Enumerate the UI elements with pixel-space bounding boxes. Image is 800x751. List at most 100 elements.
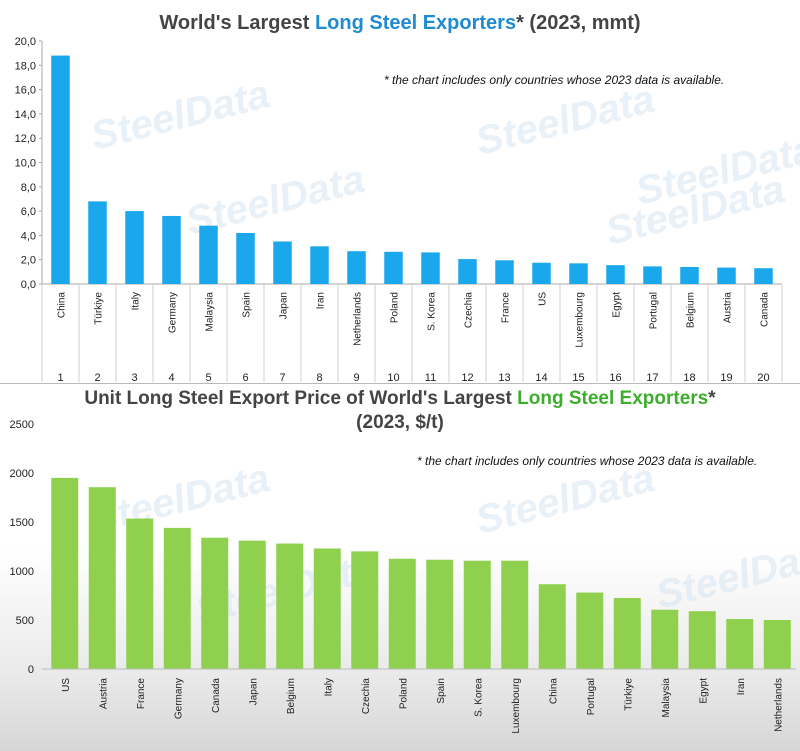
rank-label: 6 — [242, 372, 248, 384]
watermark: SteelData — [652, 531, 800, 618]
bar — [495, 260, 514, 284]
x-tick-label: Luxembourg — [575, 292, 586, 348]
bottom-chart-title-line2: (2023, $/t) — [356, 412, 444, 433]
bar — [126, 518, 154, 669]
x-tick-label: Japan — [279, 292, 290, 319]
y-tick-label: 0,0 — [21, 279, 36, 291]
bar — [51, 55, 70, 284]
top-chart-panel: World's Largest Long Steel Exporters* (2… — [14, 12, 800, 384]
bar — [313, 548, 341, 669]
x-tick-label: Egypt — [612, 292, 623, 318]
rank-label: 3 — [131, 372, 137, 384]
x-tick-label: S. Korea — [473, 678, 484, 717]
y-tick-label: 2,0 — [21, 255, 36, 267]
bar — [388, 558, 416, 669]
x-tick-label: Netherlands — [353, 292, 364, 346]
bar — [501, 560, 529, 669]
bar — [726, 619, 754, 669]
bar — [606, 265, 625, 284]
x-tick-label: Egypt — [698, 678, 709, 704]
rank-label: 8 — [316, 372, 322, 384]
x-tick-label: Luxembourg — [511, 678, 522, 734]
top-chart-note: * the chart includes only countries whos… — [384, 73, 725, 87]
x-tick-label: Belgium — [686, 292, 697, 328]
y-tick-label: 10,0 — [15, 158, 36, 170]
y-tick-label: 12,0 — [15, 133, 36, 145]
bar — [88, 487, 116, 669]
y-tick-label: 2500 — [10, 419, 34, 431]
x-tick-label: Türkiye — [94, 292, 105, 325]
bar — [569, 263, 588, 284]
x-tick-label: Belgium — [286, 678, 297, 714]
x-tick-label: Japan — [248, 678, 259, 705]
rank-label: 18 — [683, 372, 695, 384]
y-tick-label: 16,0 — [15, 85, 36, 97]
bar — [688, 611, 716, 669]
bar — [201, 537, 229, 669]
rank-label: 1 — [57, 372, 63, 384]
bar — [125, 211, 144, 284]
bar — [717, 267, 736, 284]
rank-label: 16 — [609, 372, 621, 384]
x-tick-label: Czechia — [464, 292, 475, 329]
bar — [351, 551, 379, 669]
bottom-chart-panel: Unit Long Steel Export Price of World's … — [0, 384, 800, 751]
x-tick-label: Poland — [398, 678, 409, 709]
bottom-chart-title: Unit Long Steel Export Price of World's … — [84, 388, 716, 409]
bar — [651, 609, 679, 669]
x-tick-label: China — [57, 292, 68, 319]
rank-label: 9 — [353, 372, 359, 384]
rank-label: 17 — [646, 372, 658, 384]
bottom-chart-note: * the chart includes only countries whos… — [417, 454, 758, 468]
y-tick-label: 18,0 — [15, 60, 36, 72]
x-tick-label: S. Korea — [427, 292, 438, 331]
bar — [426, 559, 454, 669]
bar — [680, 266, 699, 284]
x-tick-label: Austria — [98, 678, 109, 710]
rank-label: 11 — [425, 372, 436, 384]
y-tick-label: 8,0 — [21, 182, 36, 194]
bar — [238, 540, 266, 669]
bar — [643, 266, 662, 284]
x-tick-label: Iran — [316, 292, 327, 309]
bar — [458, 259, 477, 284]
bar — [199, 225, 218, 284]
x-tick-label: Italy — [131, 292, 142, 310]
y-tick-label: 500 — [16, 615, 34, 627]
rank-label: 5 — [205, 372, 211, 384]
x-tick-label: Germany — [168, 292, 179, 333]
bar — [384, 251, 403, 284]
x-tick-label: Czechia — [361, 678, 372, 715]
y-tick-label: 6,0 — [21, 206, 36, 218]
x-tick-label: Portugal — [649, 292, 660, 329]
x-tick-label: China — [548, 678, 559, 705]
x-tick-label: US — [61, 678, 72, 692]
bar — [273, 241, 292, 284]
x-tick-label: Spain — [242, 292, 253, 318]
y-tick-label: 4,0 — [21, 230, 36, 242]
x-tick-label: Malaysia — [205, 292, 216, 332]
y-tick-label: 20,0 — [15, 36, 36, 48]
x-tick-label: Italy — [323, 678, 334, 696]
x-tick-label: France — [136, 678, 147, 710]
bar — [310, 246, 329, 284]
y-tick-label: 1000 — [10, 566, 34, 578]
bar — [463, 560, 491, 669]
x-tick-label: Canada — [211, 678, 222, 713]
watermark: SteelData — [472, 77, 660, 164]
y-tick-label: 1500 — [10, 517, 34, 529]
bar — [347, 251, 366, 284]
x-tick-label: Germany — [173, 678, 184, 719]
bar — [162, 215, 181, 284]
x-tick-label: Canada — [760, 292, 771, 327]
rank-label: 20 — [757, 372, 769, 384]
rank-label: 14 — [535, 372, 547, 384]
bar — [88, 201, 107, 284]
bar — [576, 592, 604, 669]
bar — [613, 597, 641, 669]
rank-label: 19 — [720, 372, 732, 384]
bar — [276, 543, 304, 669]
bar — [532, 262, 551, 284]
watermark: SteelData — [472, 456, 660, 543]
x-tick-label: US — [538, 292, 549, 306]
